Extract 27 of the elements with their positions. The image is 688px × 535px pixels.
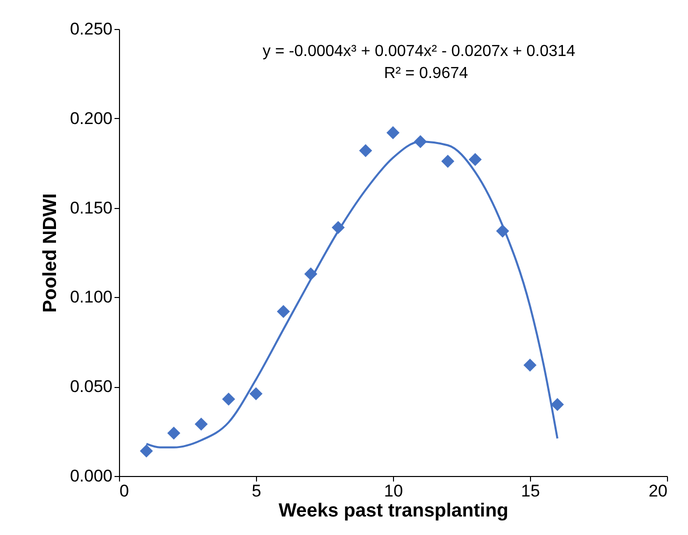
point bbox=[468, 153, 482, 166]
point bbox=[441, 154, 454, 168]
point bbox=[140, 444, 153, 458]
annotation: y = -0.0004x³ + 0.0074x² - 0.0207x + 0.0314 bbox=[262, 43, 576, 60]
point bbox=[359, 144, 372, 158]
y-tick-label: 0.250 bbox=[70, 20, 112, 38]
point bbox=[276, 304, 290, 318]
point bbox=[194, 418, 208, 431]
x-tick-label: 10 bbox=[384, 482, 403, 500]
x-tick-label: 5 bbox=[252, 482, 262, 500]
y-tick-label: 0.100 bbox=[70, 288, 112, 307]
y-tick-label: 0.200 bbox=[70, 108, 112, 128]
point bbox=[523, 358, 537, 372]
x-axis-title: Weeks past transplanting bbox=[278, 500, 508, 522]
y-tick-label: 0.050 bbox=[70, 377, 112, 396]
y-axis-title: Pooled NDWI bbox=[40, 193, 61, 313]
point bbox=[386, 126, 400, 140]
point bbox=[249, 387, 263, 400]
y-tick-label: 0.000 bbox=[70, 466, 112, 486]
point bbox=[550, 398, 564, 411]
y-tick-label: 0.150 bbox=[70, 198, 112, 218]
x-tick-label: 0 bbox=[120, 482, 129, 500]
point bbox=[167, 426, 180, 440]
x-tick-label: 15 bbox=[521, 482, 540, 500]
annotation: R² = 0.9674 bbox=[384, 65, 468, 82]
x-tick-label: 20 bbox=[648, 482, 668, 500]
point bbox=[222, 392, 236, 406]
